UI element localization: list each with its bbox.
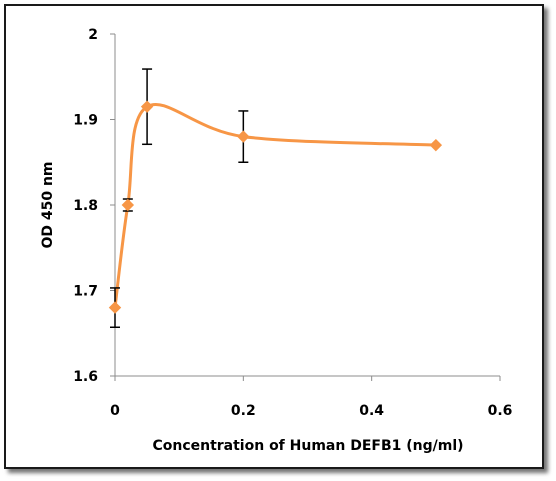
data-point	[108, 301, 122, 314]
x-axis: 0 0.2 0.4 0.6	[110, 375, 513, 419]
x-tick-label: 0	[110, 403, 120, 419]
data-point	[429, 138, 443, 152]
x-tick-label: 0.6	[488, 403, 513, 419]
x-tick-label: 0.4	[359, 403, 384, 419]
data-point	[237, 130, 250, 143]
y-tick-label: 1.8	[73, 198, 98, 214]
y-axis-title: OD 450 nm	[40, 161, 56, 248]
y-axis: 1.6 1.7 1.8 1.9 2	[73, 27, 116, 385]
chart-frame	[4, 4, 544, 469]
data-point	[121, 198, 135, 212]
y-tick-label: 1.7	[73, 284, 98, 300]
y-tick-label: 1.6	[73, 369, 98, 385]
y-tick-label: 1.9	[73, 113, 98, 129]
series-layer	[108, 68, 443, 329]
x-axis-title: Concentration of Human DEFB1 (ng/ml)	[152, 438, 463, 454]
series-line	[113, 103, 436, 308]
y-tick-label: 2	[88, 27, 98, 43]
data-point	[140, 100, 154, 113]
x-tick-label: 0.2	[231, 403, 256, 419]
